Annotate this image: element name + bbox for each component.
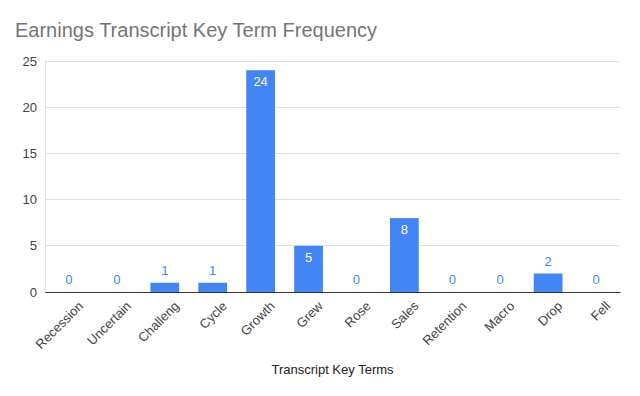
y-tick: 0 <box>30 285 45 300</box>
title: Earnings Transcript Key Term Frequency <box>15 19 377 41</box>
bar <box>246 70 275 292</box>
x-axis: RecessionUncertainChalleng CycleGrowth Gre… <box>33 293 621 352</box>
data-label: 8 <box>401 222 408 237</box>
bar <box>150 283 179 292</box>
x-tick-label: Rose <box>342 298 374 330</box>
y-tick: 10 <box>23 192 45 207</box>
x-tick-label: Retention <box>420 298 470 348</box>
x-tick-label: Recession <box>33 298 87 352</box>
grid-line <box>45 245 620 246</box>
y-tick: 15 <box>23 146 45 161</box>
x-tick: Sales <box>388 298 422 332</box>
bar <box>438 292 467 293</box>
grid-line <box>45 61 620 62</box>
data-label: 0 <box>449 272 456 287</box>
data-label: 1 <box>161 263 168 278</box>
x-tick: Cycle <box>196 298 230 332</box>
bar <box>342 292 371 293</box>
x-tick-label: Challeng <box>135 298 182 345</box>
x-tick: Drop <box>535 298 566 329</box>
y-axis: 0 5 10 15 20 25 <box>23 54 46 300</box>
y-tick: 5 <box>30 238 45 253</box>
bar <box>198 283 227 292</box>
data-label: 2 <box>545 254 552 269</box>
y-tick-label: 20 <box>23 100 37 115</box>
y-tick: 25 <box>23 54 45 69</box>
bar <box>55 292 84 293</box>
grid <box>45 61 620 292</box>
bar <box>294 246 323 292</box>
x-tick: Fell <box>588 298 613 323</box>
y-tick: 20 <box>23 100 45 115</box>
chart: 0510152025RecessionUncertainChallengCycl… <box>0 0 640 396</box>
data-label: 0 <box>65 272 72 287</box>
data-label: 5 <box>305 250 312 265</box>
x-tick-label: Grew <box>293 298 326 331</box>
y-tick-label: 25 <box>23 54 37 69</box>
x-tick: Recession <box>33 298 87 352</box>
x-tick-label: Macro <box>481 298 517 334</box>
x-tick: Challeng <box>135 298 182 345</box>
bar <box>582 292 611 293</box>
data-label: 0 <box>113 272 120 287</box>
plot: 0510152025RecessionUncertainChallengCycl… <box>23 54 621 352</box>
data-label: 1 <box>209 263 216 278</box>
x-tick-label: Sales <box>388 298 422 332</box>
data-labels: 0 0 1 1 24 5 0 8 0 0 2 0 <box>65 74 599 287</box>
x-tick-label: Growth <box>238 298 278 338</box>
data-label: 0 <box>353 272 360 287</box>
grid-line <box>45 199 620 200</box>
grid-line <box>45 107 620 108</box>
background <box>0 0 640 396</box>
y-axis-line <box>45 62 46 293</box>
x-tick-label: Cycle <box>196 298 230 332</box>
x-tick-label: Fell <box>588 298 613 323</box>
y-tick-label: 5 <box>30 238 37 253</box>
x-tick-label: Uncertain <box>84 298 134 348</box>
bar <box>534 274 563 292</box>
y-tick-label: 15 <box>23 146 37 161</box>
x-axis-line <box>46 292 621 293</box>
y-tick-label: 0 <box>30 285 37 300</box>
data-label: 0 <box>497 272 504 287</box>
bar <box>486 292 515 293</box>
x-tick: Grew <box>293 298 326 331</box>
data-label: 0 <box>592 272 599 287</box>
x-tick: Retention <box>420 298 470 348</box>
grid-line <box>45 153 620 154</box>
x-tick: Growth <box>238 298 278 338</box>
y-tick-label: 10 <box>23 192 37 207</box>
x-tick: Uncertain <box>84 298 134 348</box>
x-tick-label: Drop <box>535 298 566 329</box>
bar <box>103 292 132 293</box>
data-label: 24 <box>253 74 267 89</box>
bar <box>390 218 419 292</box>
x-tick: Rose <box>342 298 374 330</box>
x-tick: Macro <box>481 298 517 334</box>
bars <box>150 70 562 292</box>
x-axis-title: Transcript Key Terms <box>271 362 394 377</box>
